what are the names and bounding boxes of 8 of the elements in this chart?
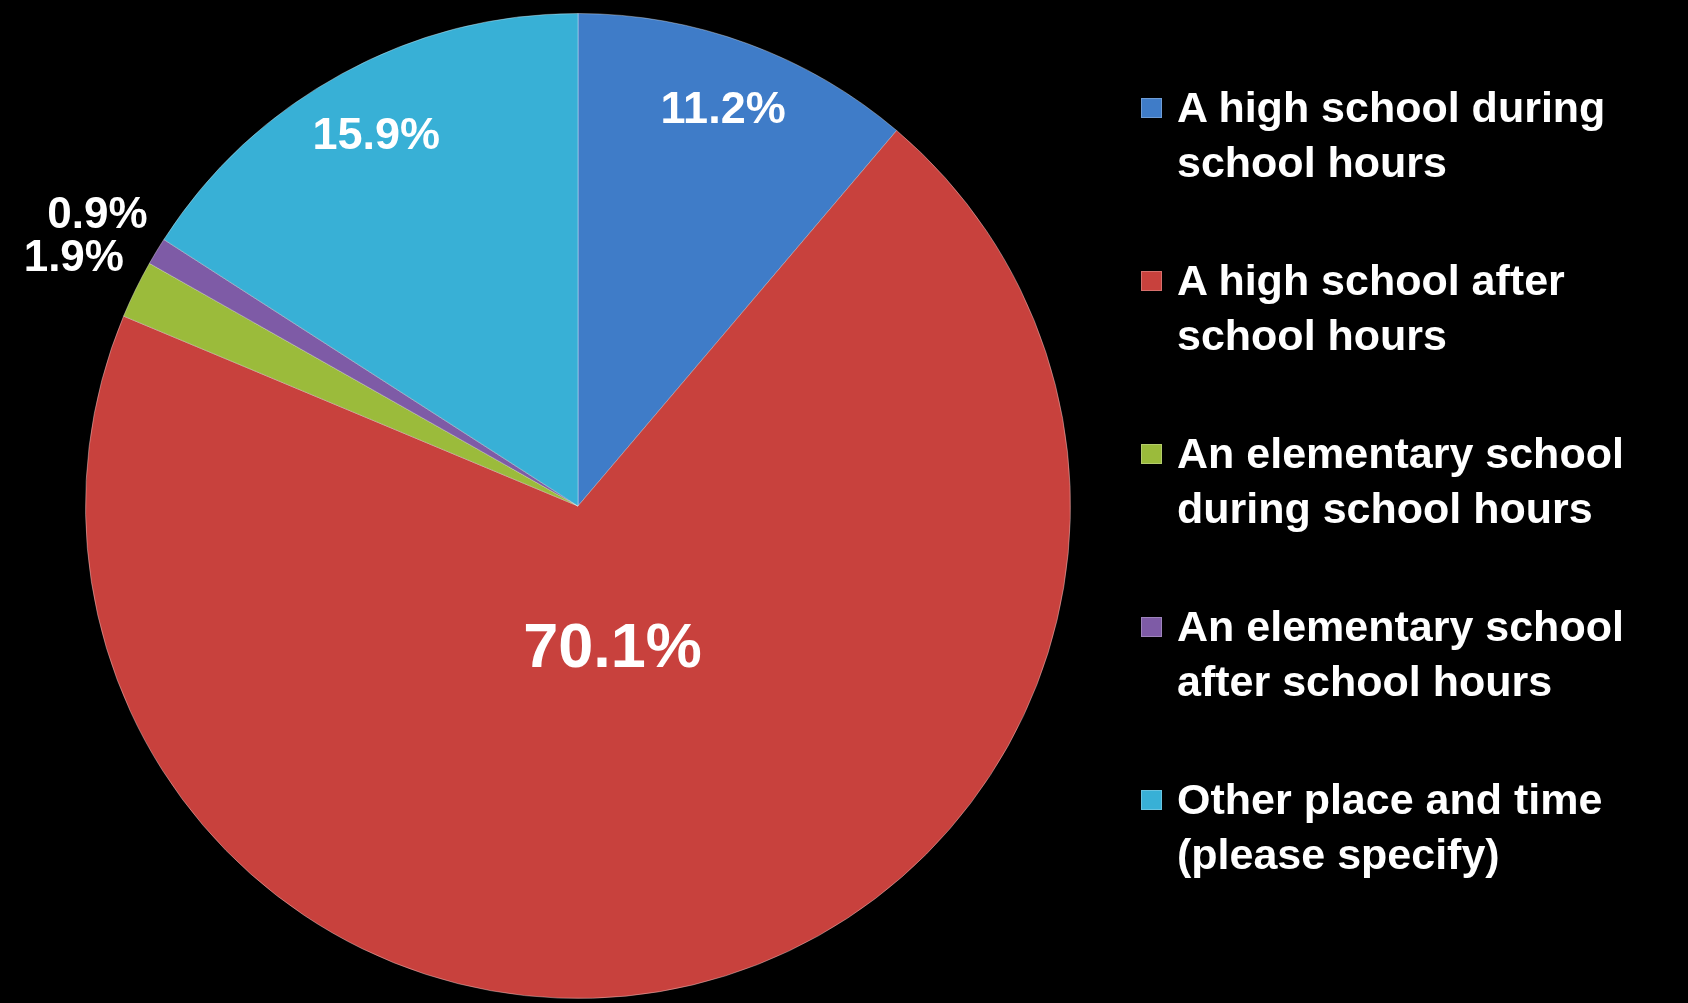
legend-label: Other place and time (please specify)	[1177, 774, 1604, 880]
legend-label: An elementary school after school hours	[1177, 601, 1625, 707]
data-label: 15.9%	[312, 107, 441, 159]
legend-label: A high school after school hours	[1177, 255, 1566, 361]
legend-label: A high school during school hours	[1177, 82, 1607, 188]
legend-label: An elementary school during school hours	[1177, 428, 1625, 534]
data-label: 11.2%	[660, 82, 786, 134]
data-label: 70.1%	[523, 610, 702, 681]
